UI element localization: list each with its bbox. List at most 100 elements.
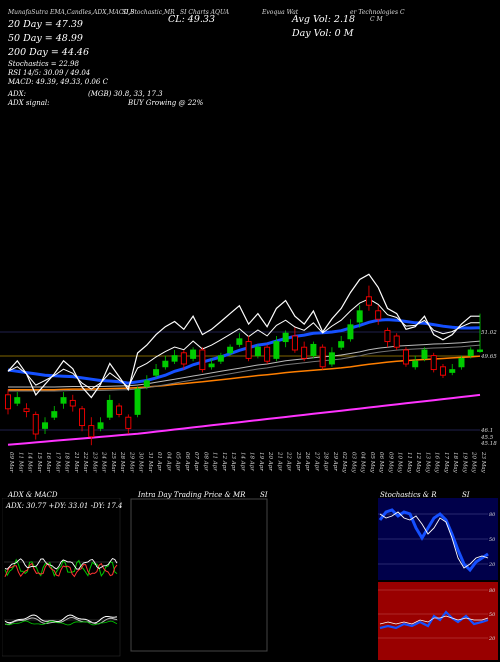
candle-body [393, 335, 400, 348]
date-label: 23 Mar [91, 451, 97, 473]
avg-volume-unit: C M [370, 16, 383, 23]
date-label: 04 Apr [165, 452, 171, 471]
stoch-title-2: SI [462, 491, 470, 499]
candle-body [171, 355, 178, 362]
date-label: 06 May [378, 452, 384, 474]
rsi-tick-label: 50 [489, 612, 496, 618]
candle-body [199, 349, 206, 371]
intraday-title: Intra Day Trading Price & MR [138, 491, 246, 499]
date-label: 15 Mar [36, 452, 42, 473]
date-label: 18 Mar [64, 452, 70, 473]
candle-body [430, 355, 437, 371]
candle-body [310, 343, 317, 357]
intraday-title-2: SI [260, 491, 268, 499]
date-label: 12 May [415, 452, 421, 474]
candle-body [421, 349, 428, 359]
candle-body [32, 413, 39, 435]
date-label: 20 Apr [267, 451, 273, 471]
candle-body [439, 366, 446, 376]
date-label: 21 Mar [73, 451, 79, 473]
candle-body [356, 310, 363, 323]
candle-body [208, 363, 215, 368]
date-label: 17 Mar [54, 452, 60, 473]
macd-line [4, 614, 118, 624]
date-label: 22 Apr [286, 451, 292, 471]
date-label: 13 Apr [230, 452, 236, 471]
date-label: 25 Mar [110, 451, 116, 473]
header-line1-a: MunafaSutra EMA,Candles,ADX,MACD,B [8, 9, 135, 16]
price-label: 46.1 [480, 428, 493, 434]
header-line1-b: SI,Stochastic,MR [122, 9, 175, 16]
adx-macd-panel: ADX: 30.77 +DY: 33.01 -DY: 17.48 [2, 498, 122, 657]
candle-body [51, 411, 58, 418]
candle-body [5, 394, 11, 410]
candle-body [254, 346, 261, 357]
candle-body [245, 341, 252, 359]
date-label: 16 May [434, 452, 440, 474]
candle-body [384, 329, 391, 343]
day-volume: Day Vol: 0 M [292, 28, 354, 39]
candle-body [69, 399, 76, 407]
close-price: CL: 49.33 [168, 14, 215, 25]
candle-body [301, 346, 308, 359]
candle-body [42, 422, 49, 429]
stoch-tick-label: 80 [489, 512, 496, 518]
candle-body [190, 349, 197, 359]
date-label: 09 Mar [8, 452, 14, 473]
date-label: 06 Apr [184, 452, 190, 471]
candle-body [60, 397, 67, 404]
adx-signal: BUY Growing @ 22% [128, 99, 204, 107]
adx-signal-label: ADX signal: [8, 99, 50, 107]
price-label: 45.18 [480, 441, 497, 447]
date-label: 19 May [461, 452, 467, 474]
macd-readout: MACD: 49.39, 49.33, 0.06 C [8, 78, 108, 86]
candle-body [153, 369, 160, 376]
date-label: 18 May [452, 452, 458, 474]
date-label: 11 Mar [17, 452, 23, 473]
candle-body [106, 399, 113, 418]
rsi-tick-label: 80 [489, 588, 496, 594]
stoch-k-line [378, 508, 489, 573]
candle-body [134, 388, 141, 415]
macd-histogram-line [4, 620, 118, 626]
adx-values: (MGB) 30.8, 33, 17.3 [88, 90, 163, 98]
date-label: 20 May [471, 451, 477, 474]
date-label: 14 Apr [239, 452, 245, 471]
candle-body [79, 408, 86, 427]
candle-body [328, 352, 335, 365]
candle-body [347, 324, 354, 340]
candle-body [88, 425, 95, 438]
date-label: 28 Mar [119, 451, 125, 473]
ema200-readout: 200 Day = 44.46 [8, 47, 89, 58]
ema100-line [8, 355, 481, 391]
rsi-tick-label: 20 [488, 636, 496, 642]
candle-body [236, 338, 243, 345]
ema50-shadow-line [8, 344, 481, 392]
date-label: 24 Mar [101, 451, 107, 473]
header-line1-c: SI Charts AQUA [180, 9, 230, 16]
candle-body [365, 296, 372, 306]
candle-body [412, 360, 419, 368]
date-label: 29 Apr [332, 451, 338, 471]
stoch-tick-label: 50 [489, 537, 496, 543]
candle-body [319, 346, 326, 368]
date-label: 01 Apr [156, 452, 162, 471]
price-label: 49.65 [480, 354, 497, 360]
date-label: 18 Apr [249, 452, 255, 471]
stoch-tick-label: 20 [488, 562, 496, 568]
date-label: 26 Apr [304, 451, 310, 471]
price-label: 45.5 [480, 435, 494, 441]
candle-body [273, 341, 280, 359]
rsi-signal-line [379, 615, 489, 625]
candle-body [97, 422, 104, 429]
candle-body [116, 405, 123, 415]
date-label: 27 Apr [313, 451, 319, 471]
date-label: 05 May [369, 452, 375, 474]
candle-body [477, 349, 483, 352]
candle-body [125, 416, 132, 429]
adx-macd-title: ADX & MACD [8, 491, 58, 499]
price-label: 51.02 [481, 330, 497, 336]
date-label: 07 Apr [193, 452, 199, 471]
ema200-line [7, 393, 481, 446]
stoch-title: Stochastics & R [380, 491, 437, 499]
